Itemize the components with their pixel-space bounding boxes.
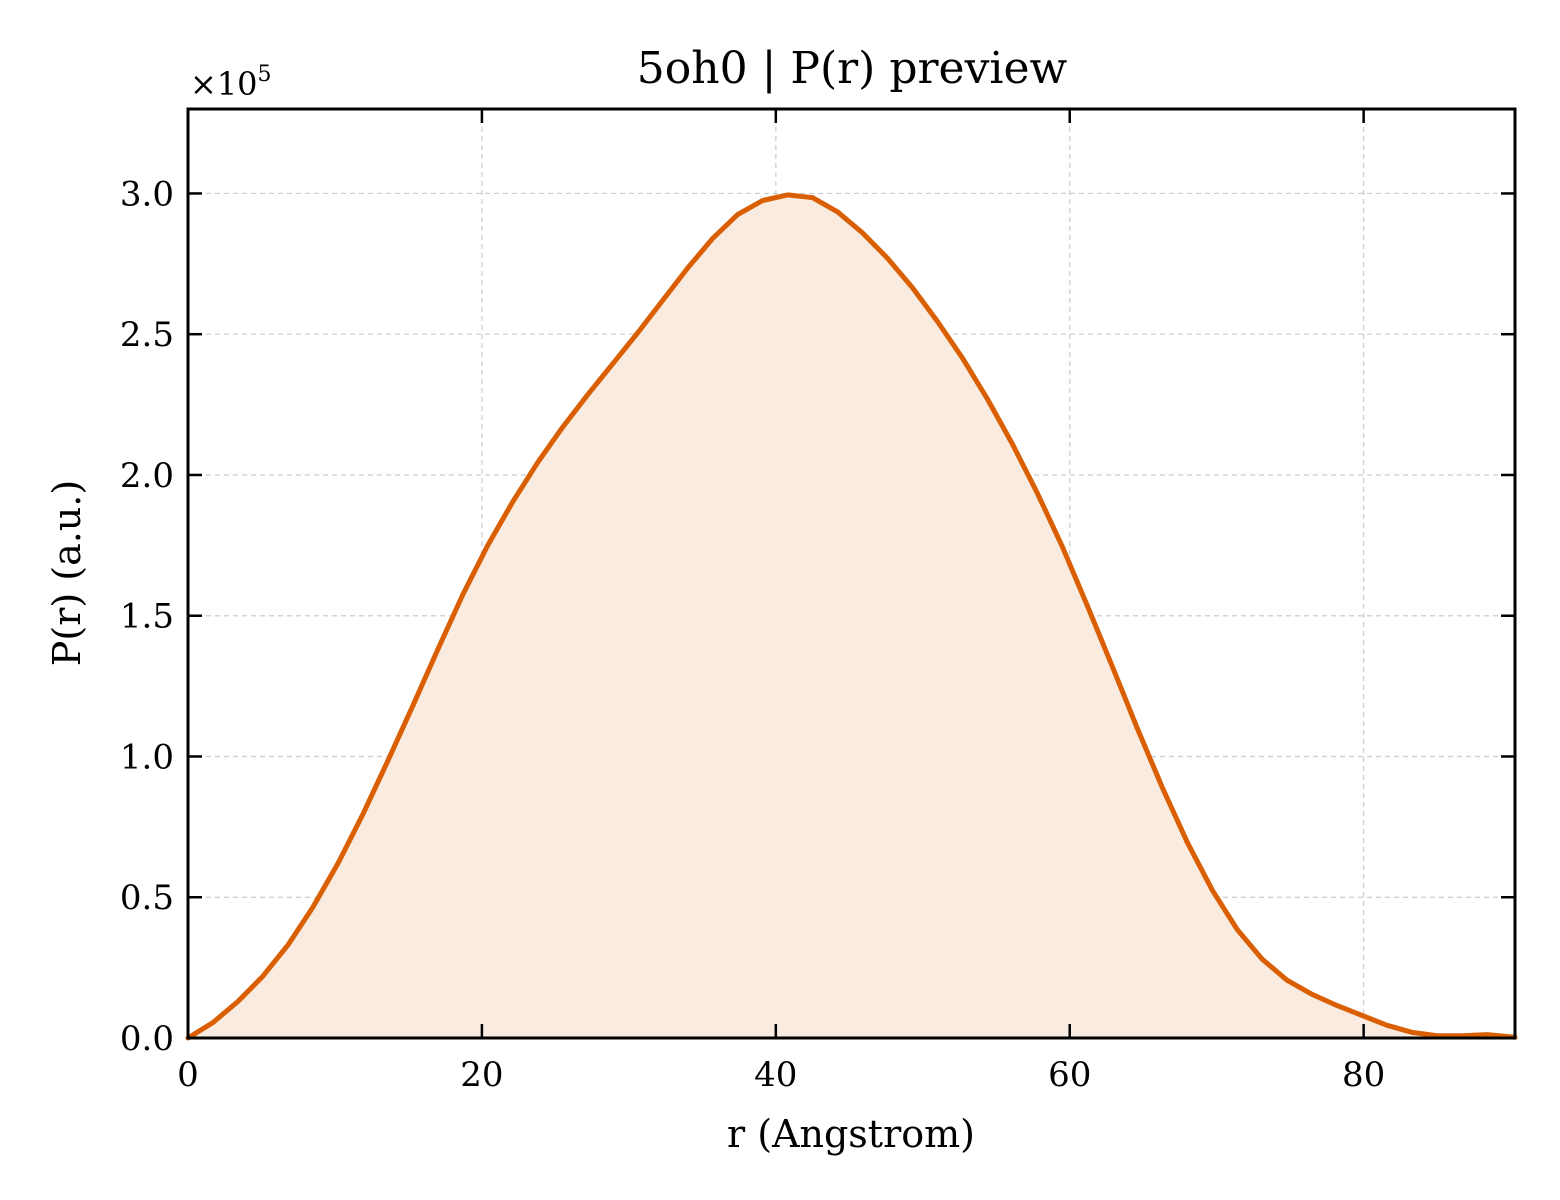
x-tick-label: 80 bbox=[1342, 1055, 1385, 1095]
series-area-fill bbox=[188, 194, 1515, 1038]
x-tick-label: 0 bbox=[177, 1055, 199, 1095]
y-tick-label: 2.5 bbox=[120, 315, 174, 355]
y-tick-label: 1.5 bbox=[120, 597, 174, 637]
series-line bbox=[185, 192, 1518, 1041]
y-tick-label: 3.0 bbox=[120, 174, 174, 214]
x-tick-label: 60 bbox=[1048, 1055, 1091, 1095]
y-tick-label: 0.5 bbox=[120, 878, 174, 918]
y-axis-label: P(r) (a.u.) bbox=[45, 480, 89, 666]
y-multiplier-base: ×10 bbox=[190, 65, 258, 103]
y-tick-label: 0.0 bbox=[120, 1019, 174, 1059]
x-tick-label: 20 bbox=[460, 1055, 503, 1095]
x-tick-label: 40 bbox=[754, 1055, 797, 1095]
plot-frame bbox=[186, 107, 1517, 1040]
ticks: 0 20 40 60 80 0.0 0.5 1.0 1.5 2.0 2.5 3.0 bbox=[120, 109, 1515, 1095]
x-axis-label: r (Angstrom) bbox=[727, 1112, 975, 1156]
y-tick-label: 2.0 bbox=[120, 456, 174, 496]
y-multiplier-exponent: 5 bbox=[258, 62, 272, 87]
y-multiplier: ×105 bbox=[190, 62, 272, 103]
chart-title: 5oh0 | P(r) preview bbox=[637, 43, 1068, 94]
y-tick-label: 1.0 bbox=[120, 737, 174, 777]
